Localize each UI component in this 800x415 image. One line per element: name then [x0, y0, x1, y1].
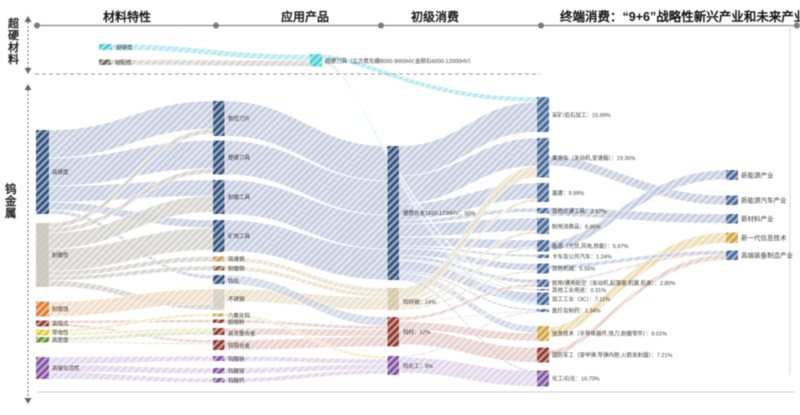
svg-text:钨酸铵: 钨酸铵 [228, 367, 245, 375]
svg-text:耐腐蚀: 耐腐蚀 [52, 305, 69, 313]
svg-text:钨酸钙: 钨酸钙 [228, 377, 245, 385]
svg-text:钨材：12%: 钨材：12% [403, 328, 431, 336]
svg-text:采矿/岩石加工：15.99%: 采矿/岩石加工：15.99% [552, 111, 611, 119]
svg-text:乘用车（发动机,变速箱）：19.36%: 乘用车（发动机,变速箱）：19.36% [552, 154, 636, 162]
svg-text:新一代信息技术: 新一代信息技术 [741, 233, 787, 242]
svg-text:新能源产业: 新能源产业 [741, 171, 774, 180]
svg-text:卡车及公共汽车：1.24%: 卡车及公共汽车：1.24% [552, 253, 612, 261]
svg-text:信息技术（半导体器件,铣刀,耐磨零件）：9.01%: 信息技术（半导体器件,铣刀,耐磨零件）：9.01% [552, 330, 667, 338]
svg-text:其他交通工具：2.47%: 其他交通工具：2.47% [552, 207, 606, 215]
svg-text:导电性: 导电性 [52, 329, 69, 337]
svg-text:不锈钢: 不锈钢 [228, 295, 245, 303]
svg-text:超细粉: 超细粉 [228, 318, 245, 326]
svg-text:耐磨工具: 耐磨工具 [228, 193, 251, 201]
svg-text:超: 超 [7, 16, 20, 30]
svg-text:材: 材 [8, 40, 19, 54]
svg-text:高硬度: 高硬度 [52, 168, 69, 176]
svg-text:高密度: 高密度 [52, 336, 69, 344]
svg-text:高催化活性: 高催化活性 [52, 364, 80, 372]
svg-text:钨: 钨 [5, 182, 17, 196]
svg-text:民用/通用航空（发动机,起落架,机翼,机身）：2.80%: 民用/通用航空（发动机,起落架,机翼,机身）：2.80% [552, 279, 676, 287]
svg-text:耐磨钢: 耐磨钢 [228, 265, 245, 273]
svg-text:六氟化钨: 六氟化钨 [228, 312, 251, 320]
svg-text:钨酸钠: 钨酸钠 [228, 355, 245, 363]
svg-text:基建：9.99%: 基建：9.99% [552, 189, 584, 197]
svg-text:硬: 硬 [8, 29, 20, 42]
svg-text:整硬刀具: 整硬刀具 [228, 154, 251, 162]
svg-text:能源（光伏,风电,核能）：5.97%: 能源（光伏,风电,核能）：5.97% [552, 242, 629, 250]
svg-text:医疗及制药：1.34%: 医疗及制药：1.34% [552, 307, 601, 315]
svg-text:钨特钢：14%: 钨特钢：14% [403, 298, 436, 306]
svg-text:高熔点: 高熔点 [52, 320, 69, 328]
svg-text:韧配搭: 韧配搭 [115, 59, 132, 67]
svg-text:金: 金 [4, 194, 17, 208]
svg-text:材料特性: 材料特性 [102, 9, 151, 24]
svg-text:耐磨性: 耐磨性 [52, 251, 69, 259]
svg-text:钨丝: 钨丝 [228, 277, 240, 285]
svg-text:钨钼合金: 钨钼合金 [228, 342, 251, 350]
svg-text:矿用工具: 矿用工具 [228, 232, 251, 240]
svg-text:新能源汽车产业: 新能源汽车产业 [741, 196, 787, 205]
svg-text:高速钢: 高速钢 [228, 255, 245, 263]
svg-text:属: 属 [5, 207, 17, 220]
svg-text:国防军工（穿甲弹,导弹内胆,火箭发射器）：7.21%: 国防军工（穿甲弹,导弹内胆,火箭发射器）：7.21% [552, 351, 673, 359]
svg-text:钨化工：9%: 钨化工：9% [403, 362, 433, 370]
svg-text:应用产品: 应用产品 [281, 9, 329, 24]
svg-text:新材料产业: 新材料产业 [741, 214, 774, 223]
svg-text:终端消费：“9+6”战略性新兴产业和未来产业: 终端消费：“9+6”战略性新兴产业和未来产业 [560, 9, 800, 24]
svg-text:数控刀片: 数控刀片 [228, 115, 250, 123]
svg-text:其他工业用途：0.31%: 其他工业用途：0.31% [552, 286, 606, 294]
svg-text:硬质合金1933-1730HV：50%: 硬质合金1933-1730HV：50% [403, 209, 476, 217]
svg-text:超硬度: 超硬度 [116, 44, 133, 52]
svg-text:耐用消费品：8.86%: 耐用消费品：8.86% [552, 223, 601, 231]
svg-text:超硬刀具（立方氮化硼8000-9000HV,金刚石6000-: 超硬刀具（立方氮化硼8000-9000HV,金刚石6000-12000HV） [325, 57, 474, 65]
svg-text:料: 料 [8, 52, 19, 66]
svg-text:初级消费: 初级消费 [411, 9, 459, 24]
svg-text:化工/石化：10.70%: 化工/石化：10.70% [552, 375, 600, 383]
svg-text:其他机械：5.56%: 其他机械：5.56% [552, 265, 595, 273]
svg-text:高端装备制造产业: 高端装备制造产业 [741, 251, 794, 260]
svg-text:高克重合金: 高克重合金 [228, 330, 256, 338]
svg-text:加工工业（3C）：7.11%: 加工工业（3C）：7.11% [552, 295, 610, 303]
